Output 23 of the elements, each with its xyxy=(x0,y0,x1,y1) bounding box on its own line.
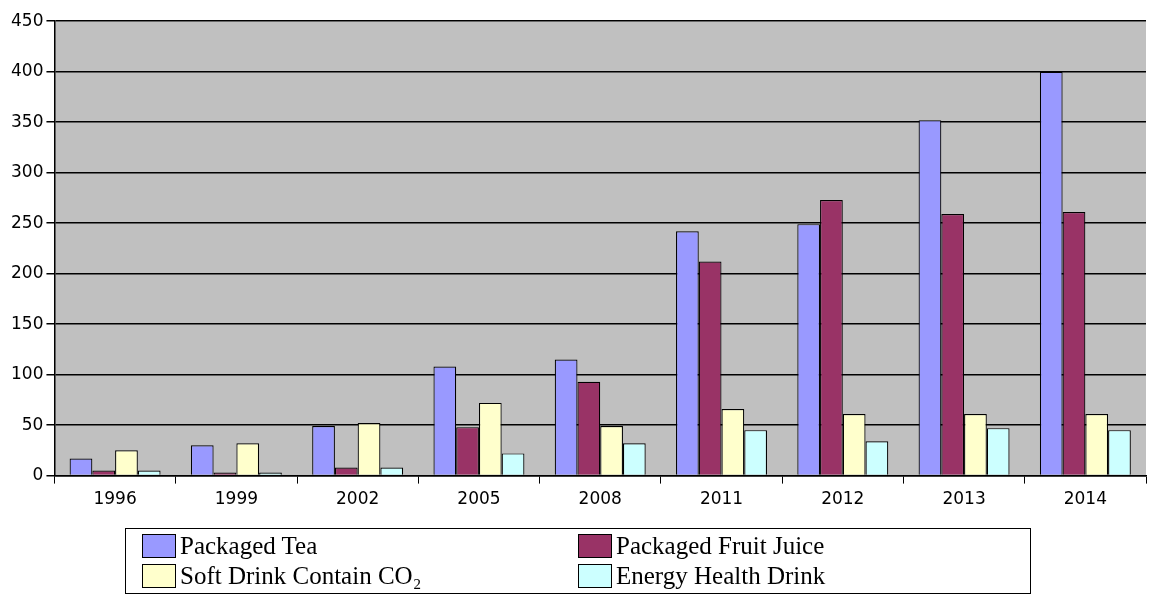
x-tick-label: 2012 xyxy=(821,488,865,509)
legend-label: Energy Health Drink xyxy=(616,561,826,591)
y-tick-label: 300 xyxy=(10,161,44,182)
legend-label: Packaged Fruit Juice xyxy=(616,531,825,561)
y-tick-label: 400 xyxy=(10,60,44,81)
x-tick-label: 2011 xyxy=(699,488,744,509)
y-tick-label: 50 xyxy=(21,413,44,434)
legend-label: Packaged Tea xyxy=(180,531,318,561)
x-tick-label: 1999 xyxy=(214,488,259,509)
y-tick-label: 450 xyxy=(10,9,44,30)
x-tick-label: 2014 xyxy=(1063,488,1107,509)
x-tick-label: 2008 xyxy=(578,488,622,509)
y-tick-label: 350 xyxy=(10,110,44,131)
x-tick-label: 2013 xyxy=(942,488,986,509)
y-tick-label: 0 xyxy=(32,464,44,485)
x-tick-label: 2002 xyxy=(336,488,380,509)
x-tick-label: 1996 xyxy=(93,488,137,509)
y-tick-label: 250 xyxy=(10,211,44,232)
legend-label: Soft Drink Contain CO₂ xyxy=(180,561,422,591)
y-tick-label: 150 xyxy=(10,312,44,333)
y-tick-label: 100 xyxy=(10,363,44,384)
y-tick-label: 200 xyxy=(10,262,44,283)
x-tick-label: 2005 xyxy=(457,488,501,509)
